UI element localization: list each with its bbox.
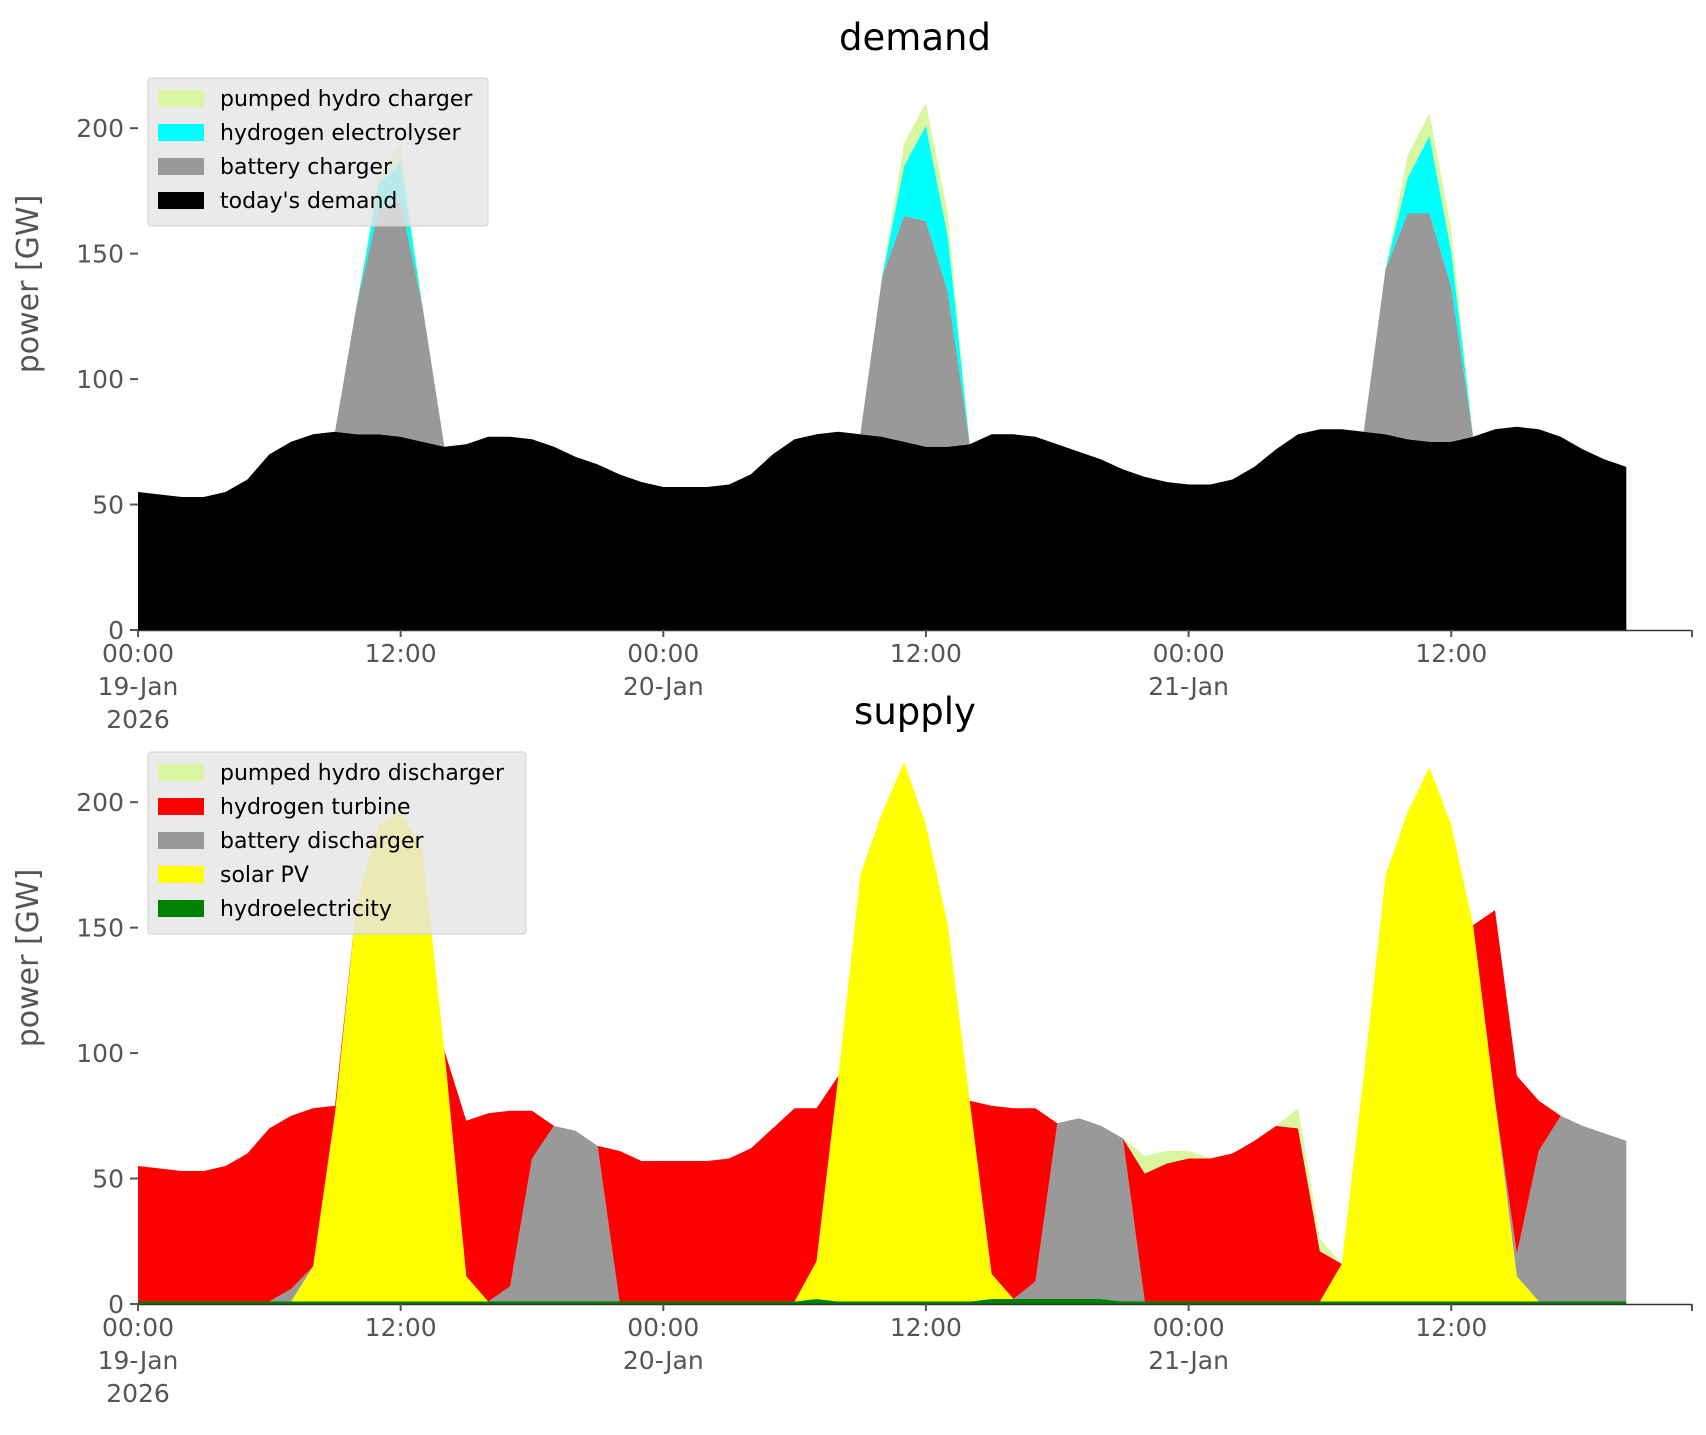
demand-legend-swatch-battery-charger	[158, 158, 204, 175]
supply-legend-label-hydrogen-turbine: hydrogen turbine	[220, 795, 411, 820]
supply-legend-label-solar-pv: solar PV	[220, 863, 309, 888]
demand-x-tick-label: 21-Jan	[1148, 672, 1229, 701]
supply-x-tick-label: 19-Jan	[98, 1346, 179, 1375]
supply-series-hydrogen-turbine	[138, 762, 1627, 1302]
demand-title: demand	[839, 16, 991, 59]
demand-x-tick-label: 20-Jan	[623, 672, 704, 701]
supply-y-tick-label: 100	[76, 1039, 124, 1068]
demand-x-tick-label: 2026	[106, 705, 170, 734]
supply-areas	[138, 762, 1627, 1304]
supply-title: supply	[854, 690, 976, 733]
supply-y-tick-label: 150	[76, 914, 124, 943]
supply-chart: supply power [GW] 0 50 100 150 200 00:00 19-Jan 2…	[11, 690, 1693, 1408]
supply-y-tick-label: 50	[92, 1165, 124, 1194]
demand-areas	[138, 103, 1627, 630]
supply-series-solar-pv	[138, 762, 1627, 1302]
supply-legend-swatch-pumped-hydro-discharger	[158, 764, 204, 781]
supply-x-tick-label: 00:00	[102, 1313, 174, 1342]
supply-x-tick-label: 00:00	[627, 1313, 699, 1342]
supply-legend-label-pumped-hydro-discharger: pumped hydro discharger	[220, 761, 505, 786]
supply-x-tick-label: 20-Jan	[623, 1346, 704, 1375]
supply-legend-swatch-hydroelectricity	[158, 900, 204, 917]
demand-legend-label-hydrogen-electrolyser: hydrogen electrolyser	[220, 121, 461, 146]
supply-y-tick-label: 0	[108, 1290, 124, 1319]
supply-legend-label-hydroelectricity: hydroelectricity	[220, 897, 392, 922]
demand-chart: demand power [GW] 0 50 100 150 200 00:00 19-Jan 2…	[11, 16, 1693, 734]
supply-legend-label-battery-discharger: battery discharger	[220, 829, 425, 854]
demand-series-battery-charger	[138, 200, 1627, 497]
demand-y-tick-label: 200	[76, 114, 124, 143]
supply-legend: pumped hydro discharger hydrogen turbine b…	[147, 751, 527, 935]
supply-y-axis-label: power [GW]	[11, 869, 46, 1048]
demand-x-tick-label: 00:00	[627, 639, 699, 668]
supply-x-tick-label: 12:00	[890, 1313, 962, 1342]
demand-legend-swatch-pumped-hydro-charger	[158, 90, 204, 107]
demand-x-tick-label: 12:00	[1415, 639, 1487, 668]
supply-legend-swatch-battery-discharger	[158, 832, 204, 849]
demand-y-tick-label: 150	[76, 240, 124, 269]
demand-x-tick-label: 00:00	[102, 639, 174, 668]
supply-x-tick-label: 21-Jan	[1148, 1346, 1229, 1375]
demand-x-tick-label: 12:00	[365, 639, 437, 668]
demand-series-today-s-demand	[138, 426, 1627, 630]
demand-x-tick-label: 00:00	[1153, 639, 1225, 668]
demand-y-tick-label: 0	[108, 616, 124, 645]
demand-legend-swatch-today-s-demand	[158, 192, 204, 209]
supply-legend-swatch-solar-pv	[158, 866, 204, 883]
demand-x-tick-label: 12:00	[890, 639, 962, 668]
demand-legend-box	[147, 77, 489, 227]
demand-legend-label-pumped-hydro-charger: pumped hydro charger	[220, 87, 473, 112]
demand-legend: pumped hydro charger hydrogen electrolyse…	[147, 77, 489, 227]
supply-x-tick-label: 12:00	[1415, 1313, 1487, 1342]
demand-x-tick-label: 19-Jan	[98, 672, 179, 701]
demand-legend-swatch-hydrogen-electrolyser	[158, 124, 204, 141]
supply-x-tick-label: 00:00	[1153, 1313, 1225, 1342]
supply-legend-swatch-hydrogen-turbine	[158, 798, 204, 815]
demand-legend-label-today-s-demand: today's demand	[220, 189, 397, 214]
demand-y-tick-label: 100	[76, 365, 124, 394]
demand-y-axis-label: power [GW]	[11, 195, 46, 374]
demand-y-tick-label: 50	[92, 491, 124, 520]
demand-legend-label-battery-charger: battery charger	[220, 155, 393, 180]
supply-x-tick-label: 12:00	[365, 1313, 437, 1342]
supply-x-tick-label: 2026	[106, 1379, 170, 1408]
supply-y-tick-label: 200	[76, 788, 124, 817]
supply-legend-box	[147, 751, 527, 935]
